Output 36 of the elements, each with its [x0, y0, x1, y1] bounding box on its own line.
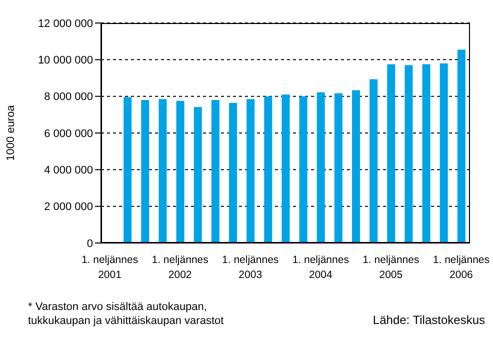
x-tick-label: 1. neljännes 2004 [292, 254, 349, 281]
x-tick-label: 1. neljännes 2001 [81, 254, 138, 281]
bar [299, 96, 308, 243]
bar [264, 96, 272, 243]
y-tick-label: 2 000 000 [44, 201, 93, 214]
bar [457, 50, 466, 243]
bar [211, 100, 220, 243]
bar [440, 63, 448, 243]
y-tick-label: 0 [86, 238, 93, 250]
bar [246, 99, 255, 243]
bar [422, 64, 430, 243]
x-tick-label: 1. neljännes 2005 [362, 254, 420, 281]
y-tick-label: 8 000 000 [44, 91, 93, 104]
bar [124, 97, 132, 243]
y-tick-label: 12 000 000 [38, 18, 93, 30]
y-tick-label: 4 000 000 [44, 164, 93, 177]
bar [370, 79, 378, 243]
bar [282, 94, 290, 243]
y-axis-title: 1000 euroa [4, 104, 17, 161]
text: * Varaston arvo sisältää autokaupan, tukkukaupan ja vähittäiskaupan varastot [28, 300, 225, 328]
y-tick-label: 10 000 000 [38, 54, 93, 67]
x-tick-label: 1. neljännes 2006 [432, 254, 490, 281]
bar [141, 100, 150, 243]
x-tick-label: 1. neljännes 2003 [222, 254, 279, 281]
bar [352, 90, 360, 243]
bar [176, 100, 184, 243]
bar [404, 65, 413, 243]
bar [387, 64, 396, 243]
bar [229, 102, 237, 243]
bar [334, 93, 342, 243]
bar [316, 92, 325, 243]
bar [194, 106, 202, 243]
x-tick-label: 1. neljännes 2002 [152, 254, 208, 281]
y-tick-label: 6 000 000 [44, 128, 93, 140]
text: Lähde: Tilastokeskus [372, 313, 485, 327]
bar [158, 99, 167, 243]
